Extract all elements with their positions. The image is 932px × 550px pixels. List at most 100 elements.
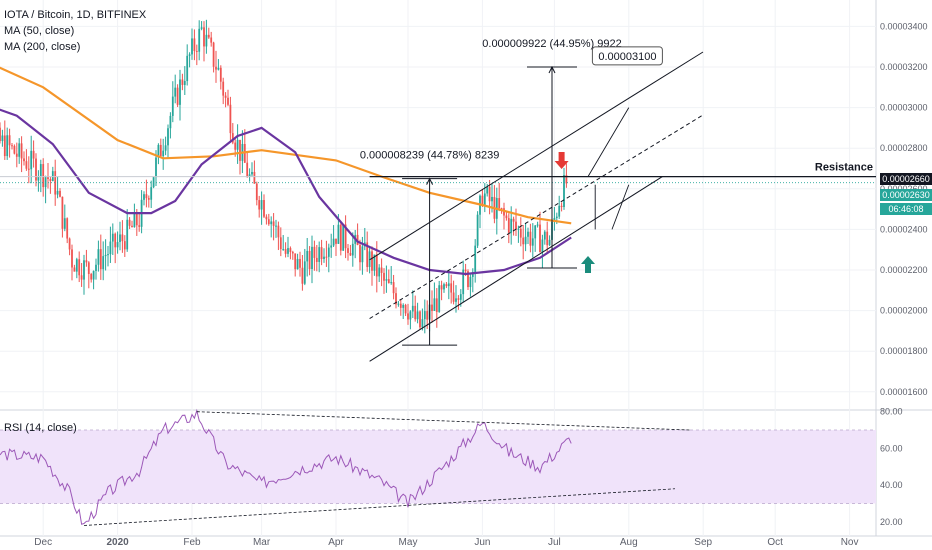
candle-body [167,128,169,146]
candle-body [27,168,30,170]
candle-body [375,254,378,277]
candle-body [3,135,6,157]
channel-midline [369,114,704,320]
candle-body [195,50,198,52]
candle-body [260,200,263,210]
candle-body [433,298,436,311]
candle-body [13,145,16,154]
candle-body [435,298,438,312]
candle-body [44,177,47,188]
candle-body [224,95,227,98]
price-tick-label: 0.00003400 [880,21,928,31]
candle-body [188,54,191,56]
candle-body [222,81,225,96]
time-tick-label: Apr [328,537,344,548]
candle-body [49,179,52,181]
candle-body [181,79,184,85]
candle-body [445,284,448,287]
candle-body [402,304,405,308]
candle-body [42,164,45,188]
candle-body [219,67,222,82]
candle-body [351,243,354,256]
candle-body [138,225,141,227]
candle-body [263,200,265,217]
candle-body [116,242,119,248]
candle-body [8,135,11,146]
range-measure-1-arrowhead [426,177,434,185]
candle-body [558,205,561,217]
candle-body [1,135,4,142]
candle-body [546,231,549,246]
candle-body [155,157,157,178]
candle-body [95,264,97,271]
candle-body [78,259,81,276]
target-callout-box [591,46,663,66]
candle-body [373,254,376,271]
rsi-tick-label: 60.00 [880,443,903,453]
candle-body [63,218,66,229]
candle-body [378,267,381,277]
range-measure-2-arrowhead [548,65,556,74]
candle-body [510,218,513,233]
candle-body [133,211,136,228]
candle-body [56,190,59,195]
candle-body [150,187,153,200]
candle-body [229,104,232,134]
candle-body [54,171,57,195]
candle-body [390,282,393,284]
candle-body [157,144,160,158]
candle-body [131,225,133,228]
candle-body [6,135,9,157]
candle-body [560,205,563,207]
candle-body [416,311,419,320]
candle-body [541,239,544,253]
candle-body [97,249,100,265]
candle-body [455,298,457,302]
candle-body [339,224,342,251]
price-tick-label: 0.00001600 [880,387,928,397]
price-tick-label: 0.00002000 [880,306,928,316]
candle-body [59,190,61,197]
candle-body [474,245,477,272]
candle-body [71,249,73,268]
candle-body [35,158,37,181]
candle-body [414,305,417,320]
rsi-band [0,430,876,504]
candle-body [522,237,525,245]
candle-body [99,249,102,270]
candle-body [212,42,215,67]
candle-body [467,271,469,288]
candle-body [239,139,241,161]
time-tick-label: Sep [694,537,712,548]
candle-body [282,249,285,251]
candle-body [174,87,177,97]
candle-body [325,256,328,258]
candle-body [507,218,510,233]
candle-body [61,196,64,229]
candle-body [272,221,275,226]
candle-body [80,275,83,280]
candle-body [464,269,467,272]
candle-body [30,150,33,170]
candle-body [529,231,532,246]
candle-body [308,250,311,269]
price-tick-label: 0.00002200 [880,265,928,275]
candle-body [371,251,373,271]
candle-body [555,216,558,219]
candle-body [164,145,167,151]
time-tick-label: 2020 [106,537,129,548]
rsi-lower-trendline [83,488,676,526]
candle-body [431,304,433,311]
price-tick-label: 0.00002800 [880,143,928,153]
candle-body [347,248,349,253]
candle-body [543,231,546,240]
candle-body [301,267,304,284]
countdown-tag: 06:46:08 [880,203,932,215]
candle-body [11,145,13,147]
candle-body [323,256,325,259]
candle-body [200,27,203,29]
candle-body [299,258,301,268]
price-tick-label: 0.00003200 [880,62,928,72]
candle-body [147,198,150,200]
